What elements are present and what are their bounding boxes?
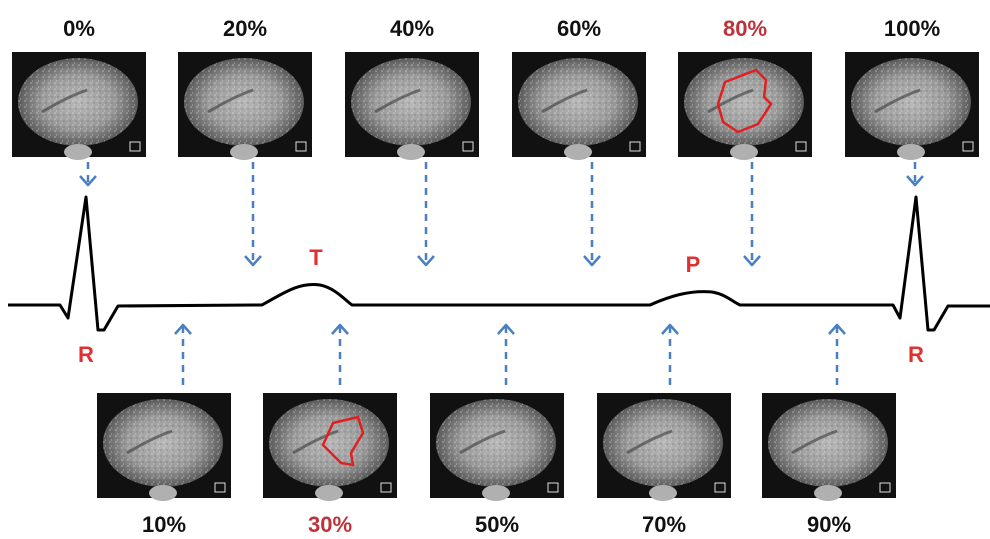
bottom-frame-row: 10% 30% 50% 70% 90% — [97, 393, 896, 537]
heart-texture — [351, 58, 471, 146]
heart-texture — [18, 58, 138, 146]
septum-shadow — [791, 429, 838, 455]
top-frame-4 — [678, 52, 812, 160]
lv-contour — [321, 415, 365, 467]
top-phase-label-2: 40% — [390, 16, 434, 41]
dashed-arrow-icon — [331, 323, 349, 335]
hf-marker-icon — [295, 141, 307, 152]
septum-shadow — [41, 88, 88, 114]
heart-texture — [103, 399, 223, 487]
top-phase-label-3: 60% — [557, 16, 601, 41]
septum-shadow — [292, 429, 339, 455]
aorta-slice-icon — [230, 144, 258, 160]
hf-marker-icon — [129, 141, 141, 152]
aorta-slice-icon — [814, 485, 842, 501]
aorta-slice-icon — [397, 144, 425, 160]
top-phase-label-1: 20% — [223, 16, 267, 41]
r-wave-label-right: R — [908, 342, 924, 367]
septum-shadow — [707, 88, 754, 114]
septum-shadow — [626, 429, 673, 455]
heart-texture — [684, 58, 804, 146]
septum-shadow — [459, 429, 506, 455]
septum-shadow — [374, 88, 421, 114]
bottom-frame-0 — [97, 393, 231, 501]
top-phase-label-0: 0% — [63, 16, 95, 41]
p-wave-label: P — [686, 252, 701, 277]
top-phase-label-5: 100% — [884, 16, 940, 41]
bottom-phase-label-1: 30% — [308, 512, 352, 537]
septum-shadow — [207, 88, 254, 114]
heart-texture — [436, 399, 556, 487]
lv-contour — [716, 68, 773, 134]
heart-texture — [184, 58, 304, 146]
heart-texture — [603, 399, 723, 487]
dashed-arrow-icon — [79, 175, 97, 187]
hf-marker-icon — [380, 482, 392, 493]
aorta-slice-icon — [315, 485, 343, 501]
r-wave-label-left: R — [78, 342, 94, 367]
aorta-slice-icon — [897, 144, 925, 160]
aorta-slice-icon — [649, 485, 677, 501]
aorta-slice-icon — [64, 144, 92, 160]
hf-marker-icon — [962, 141, 974, 152]
hf-marker-icon — [629, 141, 641, 152]
aorta-slice-icon — [482, 485, 510, 501]
dashed-arrow-icon — [828, 323, 846, 335]
septum-shadow — [874, 88, 921, 114]
heart-texture — [269, 399, 389, 487]
ecg-trace — [8, 195, 990, 332]
dashed-arrow-icon — [244, 255, 262, 267]
hf-marker-icon — [547, 482, 559, 493]
hf-marker-icon — [879, 482, 891, 493]
bottom-phase-label-4: 90% — [807, 512, 851, 537]
aorta-slice-icon — [730, 144, 758, 160]
bottom-frame-3 — [597, 393, 731, 501]
dashed-arrow-icon — [583, 255, 601, 267]
phase-arrows — [79, 162, 924, 385]
bottom-frame-4 — [762, 393, 896, 501]
dashed-arrow-icon — [661, 323, 679, 335]
hf-marker-icon — [795, 141, 807, 152]
hf-marker-icon — [214, 482, 226, 493]
dashed-arrow-icon — [417, 255, 435, 267]
hf-marker-icon — [462, 141, 474, 152]
dashed-arrow-icon — [743, 255, 761, 267]
heart-texture — [518, 58, 638, 146]
top-frame-5 — [845, 52, 979, 160]
hf-marker-icon — [714, 482, 726, 493]
bottom-phase-label-0: 10% — [142, 512, 186, 537]
septum-shadow — [126, 429, 173, 455]
dashed-arrow-icon — [906, 175, 924, 187]
aorta-slice-icon — [149, 485, 177, 501]
bottom-phase-label-3: 70% — [642, 512, 686, 537]
dashed-arrow-icon — [174, 323, 192, 335]
t-wave-label: T — [309, 245, 323, 270]
top-frame-2 — [345, 52, 479, 160]
top-frame-3 — [512, 52, 646, 160]
heart-texture — [768, 399, 888, 487]
bottom-phase-label-2: 50% — [475, 512, 519, 537]
heart-texture — [851, 58, 971, 146]
septum-shadow — [541, 88, 588, 114]
bottom-frame-2 — [430, 393, 564, 501]
top-phase-label-4: 80% — [723, 16, 767, 41]
dashed-arrow-icon — [497, 323, 515, 335]
top-frame-1 — [178, 52, 312, 160]
top-frame-0 — [12, 52, 146, 160]
top-frame-row: 0% 20% 40% 60% 80% 100% — [12, 16, 979, 160]
bottom-frame-1 — [263, 393, 397, 501]
aorta-slice-icon — [564, 144, 592, 160]
